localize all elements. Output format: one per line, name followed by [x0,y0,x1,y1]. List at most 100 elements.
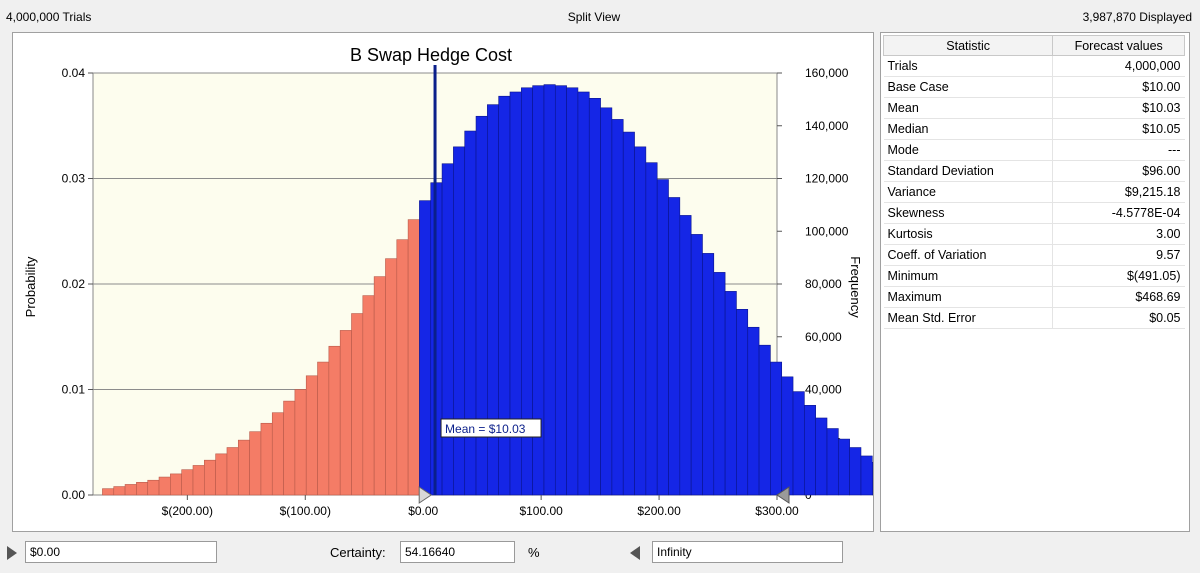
trials-count: 4,000,000 Trials [6,10,92,24]
histogram-bar [260,422,273,496]
table-row[interactable]: Mean $10.03 [883,97,1185,119]
y2-tick-label: 80,000 [805,277,842,291]
histogram-bar [237,439,250,496]
table-row[interactable]: Skewness -4.5778E-04 [883,202,1185,224]
statistic-value: $10.03 [1052,97,1185,119]
histogram-bar [113,486,126,496]
y2-tick-label: 60,000 [805,330,842,344]
histogram-bar [362,295,375,496]
statistic-value: $96.00 [1052,160,1185,182]
histogram-bar [373,276,386,496]
table-row[interactable]: Kurtosis 3.00 [883,223,1185,245]
histogram-bar [170,473,182,496]
histogram-bar [736,309,749,496]
y-tick-label: 0.02 [62,277,86,291]
mean-label-box [440,418,542,438]
histogram-bar [690,234,703,496]
histogram-bar [554,85,567,496]
table-row[interactable]: Mean Std. Error $0.05 [883,307,1185,329]
y-tick-label: 0.04 [62,66,86,80]
table-row[interactable]: Trials 4,000,000 [883,55,1185,77]
histogram-bar [226,447,239,496]
statistic-value: $0.05 [1052,307,1185,329]
histogram-bar [702,253,715,496]
statistic-name: Mean [883,97,1054,119]
histogram-bar [317,361,330,496]
histogram-bar [758,344,771,496]
histogram-bar [339,330,352,496]
y-axis-label: Probability [23,256,38,317]
histogram-bar [475,115,488,496]
statistic-name: Kurtosis [883,223,1054,245]
y2-tick-label: 140,000 [805,119,849,133]
certainty-bar: Certainty: % [0,535,1200,573]
statistic-value: -4.5778E-04 [1052,202,1185,224]
x-tick-label: $(100.00) [280,504,331,518]
statistic-column-header[interactable]: Statistic [882,35,1054,56]
mean-label: Mean = $10.03 [445,422,526,436]
x-tick-label: $0.00 [408,504,438,518]
table-row[interactable]: Minimum $(491.05) [883,265,1185,287]
histogram-bar [464,130,477,496]
statistics-panel: Statistic Forecast values Trials 4,000,00… [880,32,1190,532]
histogram-bar [577,91,590,496]
statistic-value: $(491.05) [1052,265,1185,287]
histogram-bar [294,389,307,496]
table-row[interactable]: Median $10.05 [883,118,1185,140]
histogram-bar [124,484,137,496]
lower-grabber-icon[interactable] [7,546,17,560]
y2-axis-label: Frequency [848,256,863,318]
y2-tick-label: 120,000 [805,172,849,186]
histogram-bar [396,239,409,496]
upper-bound-input[interactable] [652,541,843,563]
certainty-label: Certainty: [330,545,386,560]
x-tick-label: $200.00 [637,504,681,518]
histogram-bar [305,375,318,496]
histogram-bar [181,469,194,496]
upper-grabber-icon[interactable] [776,486,790,504]
statistic-value: --- [1052,139,1185,161]
statistic-value: $9,215.18 [1052,181,1185,203]
statistic-name: Mean Std. Error [883,307,1054,329]
histogram-bar [385,258,398,496]
statistics-header-row: Statistic Forecast values [882,35,1185,56]
histogram-bar [136,482,149,496]
histogram-bar [656,179,669,496]
histogram-bar [271,412,284,496]
table-row[interactable]: Mode --- [883,139,1185,161]
x-tick-label: $(200.00) [162,504,213,518]
lower-bound-input[interactable] [25,541,217,563]
table-row[interactable]: Coeff. of Variation 9.57 [883,244,1185,266]
histogram-bar [204,459,216,496]
forecast-chart: B Swap Hedge Cost Probability Frequency … [23,45,964,518]
certainty-input[interactable] [400,541,515,563]
statistic-value: 4,000,000 [1052,55,1185,77]
top-bar: 4,000,000 Trials Split View 3,987,870 Di… [0,0,1200,32]
table-row[interactable]: Base Case $10.00 [883,76,1185,98]
histogram-bar [668,197,681,496]
histogram-bar [158,476,171,496]
statistic-name: Trials [883,55,1054,77]
histogram-bar [792,391,805,496]
histogram-bar [871,461,884,496]
table-row[interactable]: Variance $9,215.18 [883,181,1185,203]
histogram-bar [215,453,228,496]
x-tick-label: $100.00 [519,504,563,518]
histogram-bar [747,326,760,496]
view-mode-label[interactable]: Split View [567,10,621,24]
displayed-count: 3,987,870 Displayed [1082,10,1192,24]
upper-grabber-icon[interactable] [630,546,640,560]
table-row[interactable]: Standard Deviation $96.00 [883,160,1185,182]
statistic-name: Coeff. of Variation [883,244,1054,266]
statistic-value: $10.05 [1052,118,1185,140]
statistic-name: Maximum [883,286,1054,308]
histogram-bar [147,479,160,496]
forecast-values-column-header[interactable]: Forecast values [1052,35,1185,56]
statistic-name: Standard Deviation [883,160,1054,182]
histogram-bar [611,119,624,496]
table-row[interactable]: Maximum $468.69 [883,286,1185,308]
percent-label: % [528,545,540,560]
lower-grabber-icon[interactable] [418,486,433,504]
statistics-table: Statistic Forecast values Trials 4,000,00… [882,35,1185,329]
histogram-bar [419,200,432,496]
